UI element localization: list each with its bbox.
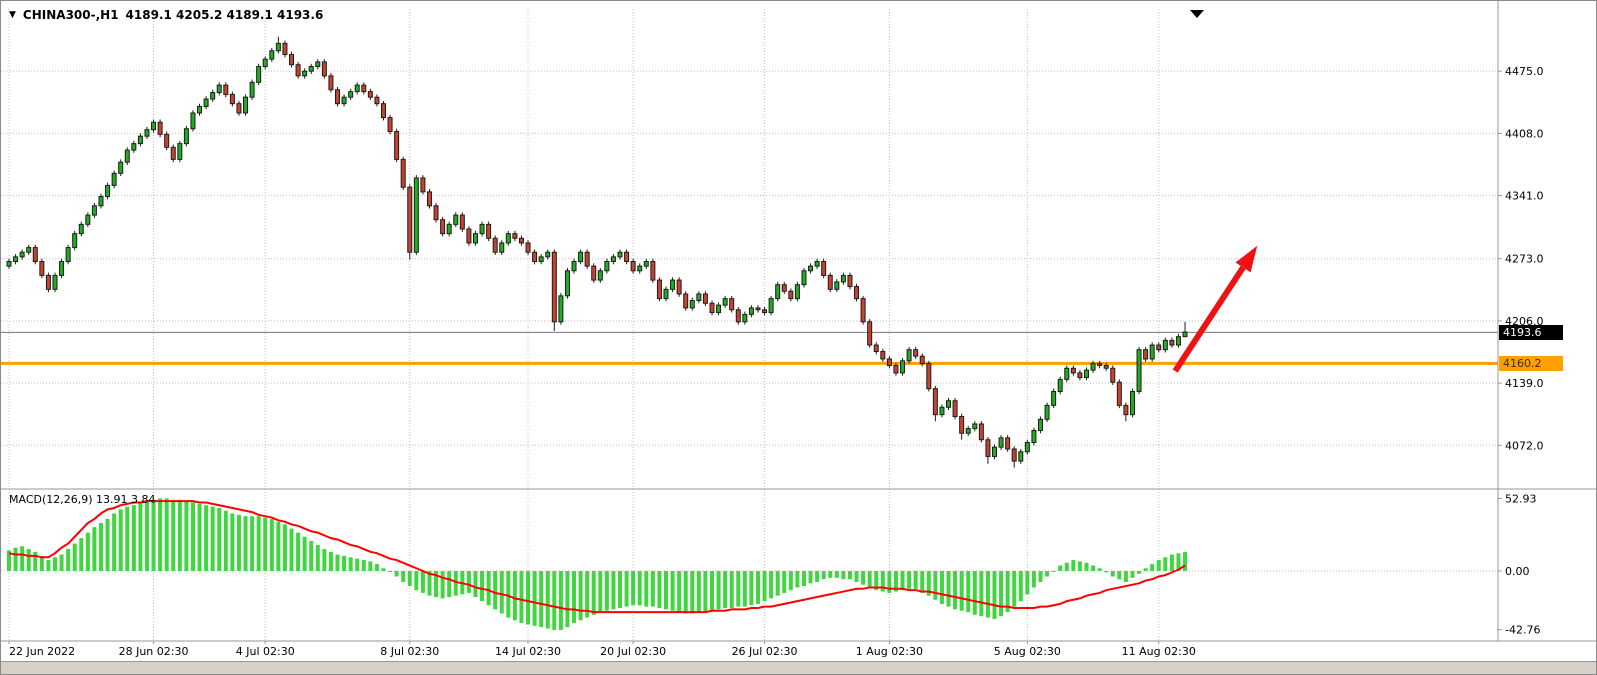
svg-text:1 Aug 02:30: 1 Aug 02:30 [856, 645, 923, 658]
trend-arrow[interactable] [1172, 265, 1246, 373]
quote-ohlc-values: 4189.1 4205.2 4189.1 4193.6 [125, 8, 324, 22]
trend-arrow-head[interactable] [1235, 245, 1258, 273]
chart-shift-marker-icon [1190, 10, 1204, 18]
bottom-window-strip [1, 661, 1596, 674]
time-axis-labels[interactable]: 22 Jun 2022 28 Jun 02:30 4 Jul 02:30 8 Jul … [8, 641, 1196, 658]
candlesticks [6, 36, 1188, 468]
macd-indicator-label: MACD(12,26,9) 13.91 3.84 [9, 493, 156, 506]
orange-line-price-badge: 4160.2 [1499, 356, 1563, 371]
svg-text:4408.0: 4408.0 [1505, 127, 1544, 140]
dropdown-triangle-icon[interactable]: ▼ [9, 10, 16, 20]
macd-signal-line [8, 500, 1186, 614]
current-price-badge: 4193.6 [1499, 325, 1563, 340]
svg-text:52.93: 52.93 [1505, 492, 1537, 505]
svg-text:28 Jun 02:30: 28 Jun 02:30 [119, 645, 189, 658]
symbol-quote-label: ▼ CHINA300-,H1 4189.1 4205.2 4189.1 4193… [9, 8, 323, 22]
svg-text:8 Jul 02:30: 8 Jul 02:30 [380, 645, 439, 658]
svg-text:11 Aug 02:30: 11 Aug 02:30 [1122, 645, 1196, 658]
svg-text:14 Jul 02:30: 14 Jul 02:30 [495, 645, 561, 658]
svg-text:26 Jul 02:30: 26 Jul 02:30 [732, 645, 798, 658]
svg-text:4 Jul 02:30: 4 Jul 02:30 [236, 645, 295, 658]
svg-text:-42.76: -42.76 [1505, 624, 1540, 637]
price-axis-labels[interactable]: 4475.0 4408.0 4341.0 4273.0 4206.0 4139.0 4072… [1498, 65, 1544, 637]
svg-text:4475.0: 4475.0 [1505, 65, 1544, 78]
svg-text:4273.0: 4273.0 [1505, 253, 1544, 266]
svg-text:4206.0: 4206.0 [1505, 315, 1544, 328]
svg-text:4072.0: 4072.0 [1505, 439, 1544, 452]
svg-text:4341.0: 4341.0 [1505, 190, 1544, 203]
symbol-timeframe-label: CHINA300-,H1 [22, 8, 119, 22]
svg-text:5 Aug 02:30: 5 Aug 02:30 [994, 645, 1061, 658]
svg-text:0.00: 0.00 [1505, 565, 1530, 578]
svg-text:20 Jul 02:30: 20 Jul 02:30 [600, 645, 666, 658]
macd-histogram [7, 498, 1188, 630]
svg-text:4139.0: 4139.0 [1505, 377, 1544, 390]
svg-text:22 Jun 2022: 22 Jun 2022 [9, 645, 75, 658]
